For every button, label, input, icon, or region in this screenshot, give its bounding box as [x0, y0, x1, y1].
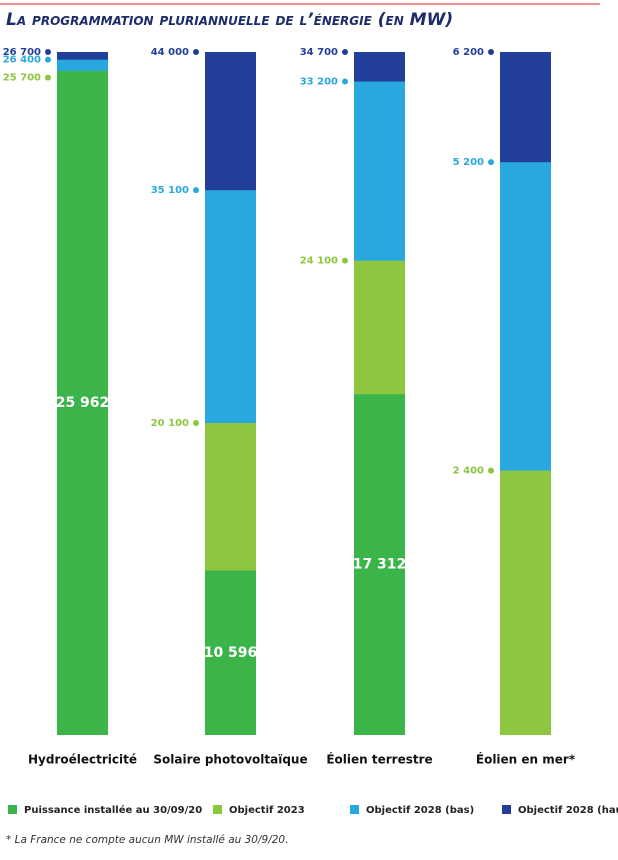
level-dot — [45, 74, 51, 81]
level-dot — [488, 467, 494, 474]
level-dot — [342, 49, 348, 55]
category-label: Éolien terrestre — [326, 752, 432, 767]
level-dot — [45, 56, 51, 63]
value-label: 34 700 — [300, 47, 338, 58]
value-label: 33 200 — [300, 77, 338, 88]
legend-label: Objectif 2028 (haut) — [518, 805, 618, 816]
bar-segment — [57, 70, 108, 736]
value-label: 5 200 — [453, 157, 484, 168]
value-label: 17 312 — [353, 557, 407, 573]
value-label: 2 400 — [453, 466, 484, 477]
value-label: 6 200 — [453, 47, 484, 58]
level-dot — [488, 49, 494, 55]
legend-swatch — [213, 805, 222, 814]
category-label: Solaire photovoltaïque — [153, 753, 307, 767]
level-dot — [342, 257, 348, 264]
footnote: * La France ne compte aucun MW installé … — [6, 834, 288, 846]
legend-swatch — [350, 805, 359, 814]
legend-label: Puissance installée au 30/09/20 — [24, 804, 202, 816]
legend-swatch — [502, 805, 511, 814]
value-label: 26 700 — [3, 47, 41, 58]
value-label: 25 962 — [56, 395, 110, 411]
value-label: 10 596 — [204, 645, 258, 661]
category-label: Éolien en mer* — [476, 752, 576, 767]
legend-label: Objectif 2028 (bas) — [366, 805, 474, 816]
level-dot — [45, 49, 51, 55]
value-label: 26 400 — [3, 55, 41, 66]
level-dot — [193, 419, 199, 426]
bar-segment — [205, 570, 256, 735]
bar-segment — [500, 470, 551, 735]
level-dot — [342, 78, 348, 85]
level-dot — [193, 187, 199, 194]
level-dot — [488, 159, 494, 166]
value-label: 44 000 — [151, 47, 189, 58]
chart-title: La programmation pluriannuelle de l’éner… — [6, 10, 453, 30]
value-label: 20 100 — [151, 418, 189, 429]
category-label: Hydroélectricité — [28, 753, 137, 767]
legend-swatch — [8, 805, 17, 814]
value-label: 25 700 — [3, 73, 41, 84]
value-label: 35 100 — [151, 185, 189, 196]
bar-segment — [354, 394, 405, 735]
value-label: 24 100 — [300, 256, 338, 267]
legend-label: Objectif 2023 — [229, 805, 305, 816]
level-dot — [193, 49, 199, 55]
